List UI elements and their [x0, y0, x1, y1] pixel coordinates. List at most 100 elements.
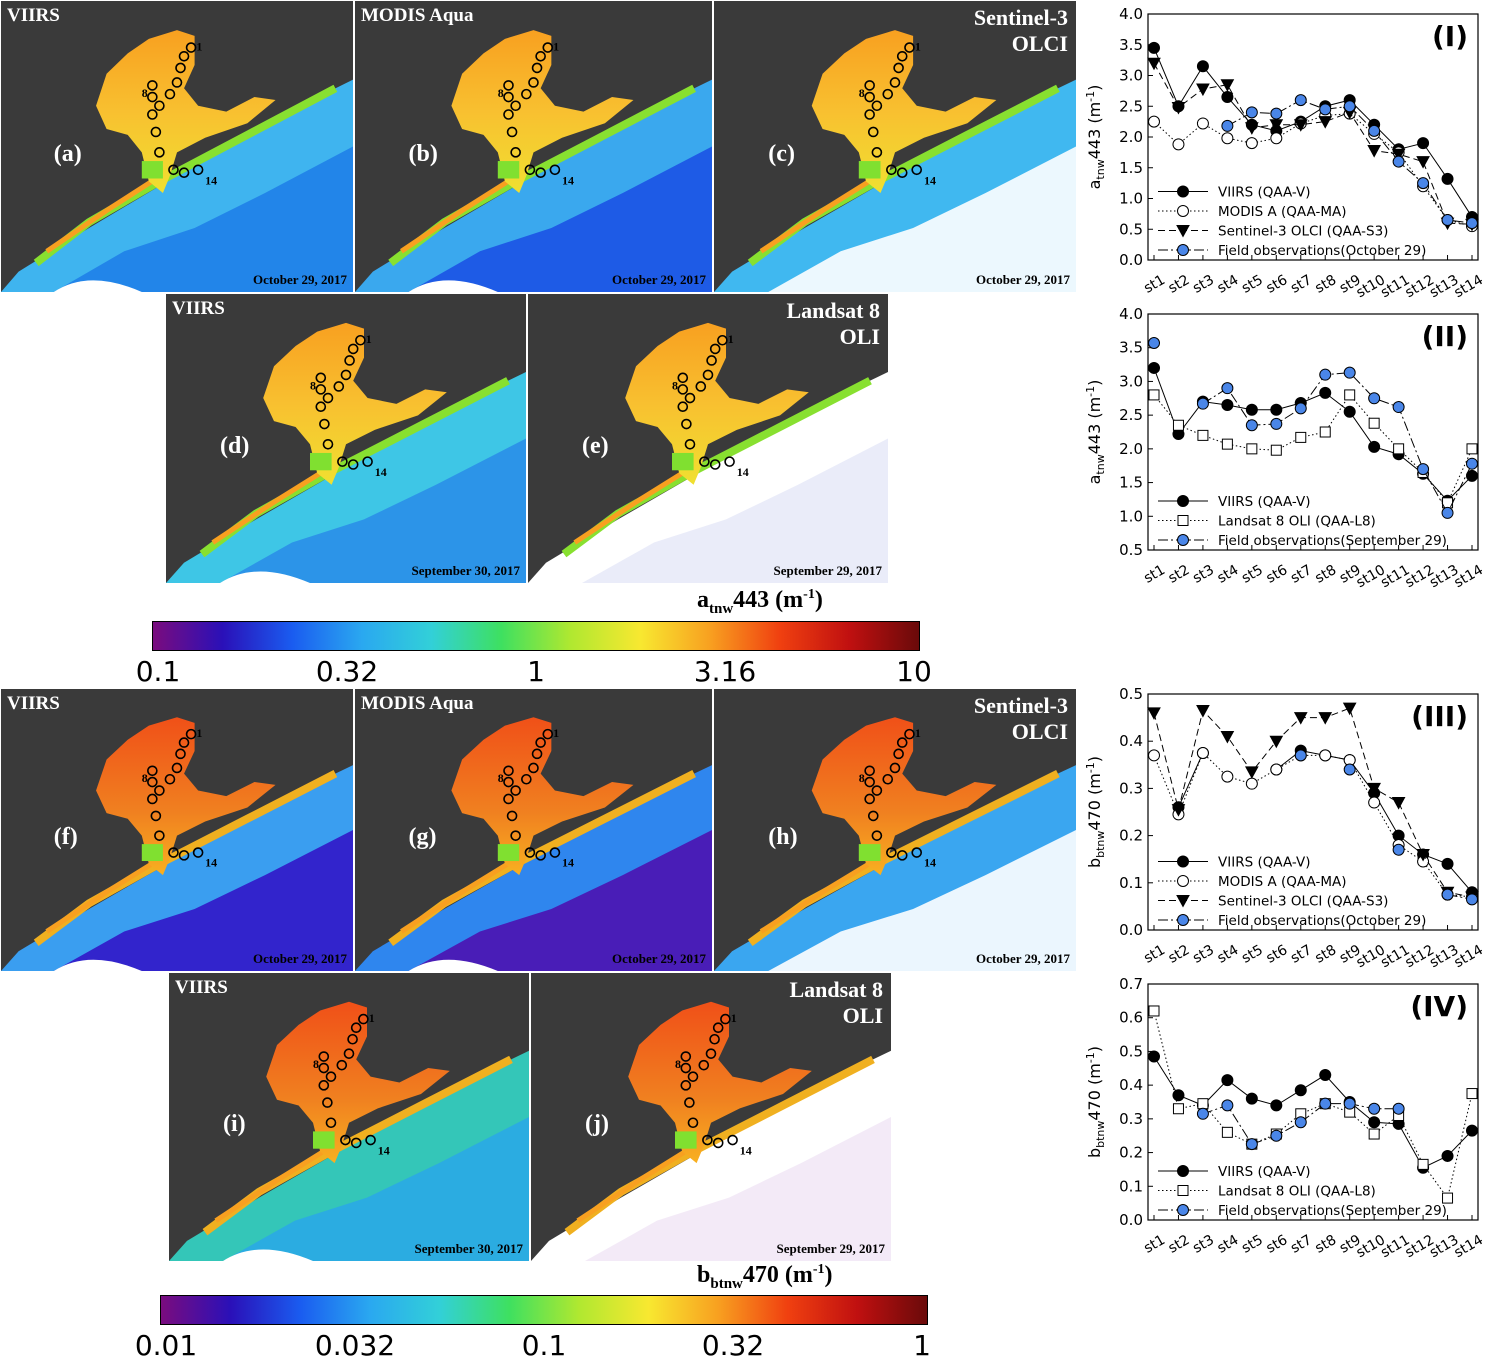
station-number-label: 14 [924, 856, 936, 870]
station-number-label: 14 [205, 856, 217, 870]
data-point [1392, 155, 1405, 168]
y-axis-label: atnw443 (m-1) [1084, 380, 1107, 485]
x-tick-label: st4 [1215, 942, 1242, 967]
station-number-label: 14 [205, 173, 217, 187]
legend-marker [1176, 225, 1190, 238]
bay-water [96, 717, 276, 876]
y-tick-label: 0.7 [1119, 975, 1143, 993]
station-marker [524, 164, 536, 176]
colorbar-atnw [152, 621, 920, 651]
station-marker [709, 1033, 720, 1045]
offshore-area [220, 438, 526, 583]
data-point [1319, 749, 1332, 762]
station-marker [681, 418, 692, 430]
station-marker [192, 164, 204, 176]
data-point [1196, 117, 1209, 130]
station-marker [150, 126, 162, 138]
map-panel-g: 1 8 14 MODIS Aqua (g) October 29, 2017 [354, 688, 713, 972]
data-point [1393, 443, 1405, 455]
y-tick-label: 2.5 [1119, 406, 1143, 424]
y-tick-label: 0.2 [1119, 1144, 1143, 1162]
legend-marker [1177, 205, 1189, 217]
map-panel-label: (e) [582, 432, 609, 459]
station-marker [164, 88, 176, 100]
data-point [1417, 463, 1430, 476]
station-marker [709, 343, 721, 355]
x-tick-label: st6 [1264, 942, 1291, 967]
data-point [1318, 116, 1333, 129]
y-tick-label: 0.3 [1119, 779, 1143, 797]
station-number-label: 14 [740, 1143, 752, 1157]
x-tick-label: st7 [1288, 272, 1315, 297]
data-point [1172, 1089, 1185, 1102]
data-point [1392, 843, 1405, 856]
y-tick-label: 1.5 [1119, 159, 1143, 177]
station-marker [893, 62, 904, 74]
station-marker [521, 88, 532, 100]
data-point [1270, 763, 1283, 776]
x-tick-label: st8 [1312, 1232, 1339, 1257]
station-marker [698, 1059, 710, 1071]
data-point [1368, 392, 1381, 405]
bay-water [628, 1001, 812, 1164]
bay-water [451, 717, 634, 876]
station-marker [680, 1062, 692, 1074]
data-point [1293, 712, 1308, 725]
y-tick-label: 0.5 [1119, 220, 1143, 238]
data-point [1344, 389, 1356, 401]
legend-entry: Sentinel-3 OLCI (QAA-S3) [1218, 894, 1388, 910]
x-tick-label: st7 [1288, 942, 1315, 967]
data-point [1221, 399, 1234, 412]
station-marker [185, 42, 197, 53]
x-tick-label: st1 [1141, 272, 1168, 297]
station-marker [864, 793, 875, 805]
data-point [1245, 137, 1258, 150]
bay-inlet [497, 161, 520, 179]
y-tick-label: 0.4 [1119, 1076, 1143, 1094]
data-point [1368, 417, 1380, 429]
x-tick-label: st14 [1451, 942, 1486, 970]
map-date: October 29, 2017 [253, 951, 347, 966]
station-marker [528, 77, 539, 88]
bay-inlet [141, 844, 163, 862]
y-tick-label: 3.5 [1119, 339, 1143, 357]
offshore-area [768, 146, 1076, 292]
offshore-area [585, 1117, 891, 1261]
data-point [1391, 797, 1406, 810]
station-marker [727, 1134, 738, 1146]
offshore-area [768, 830, 1076, 971]
station-marker [706, 355, 717, 366]
station-marker [315, 384, 327, 395]
data-point [1466, 457, 1478, 470]
station-marker [680, 1051, 692, 1062]
bay-channel [400, 850, 528, 934]
station-number-label: 8 [313, 1057, 319, 1071]
station-marker [677, 401, 689, 413]
station-marker [510, 830, 521, 841]
data-point [1343, 366, 1356, 379]
bay-channel [45, 167, 172, 254]
data-point [1368, 440, 1381, 453]
bay-water [96, 30, 276, 194]
station-marker [893, 748, 904, 760]
station-marker [340, 1134, 351, 1146]
station-number-label: 1 [553, 39, 559, 53]
x-tick-label: st5 [1239, 942, 1266, 967]
bay-water [266, 1001, 450, 1164]
data-point [1270, 132, 1283, 145]
station-marker [503, 776, 514, 788]
map-date: October 29, 2017 [612, 951, 706, 966]
x-tick-label: st3 [1190, 1232, 1217, 1257]
station-number-label: 8 [310, 378, 316, 392]
legend-entry: MODIS A (QAA-MA) [1218, 204, 1347, 220]
station-marker [319, 418, 330, 430]
station-marker [687, 1071, 699, 1082]
data-point [1245, 777, 1258, 790]
bay-channel [759, 167, 890, 254]
map-sensor-title: Sentinel-3 OLCI [973, 693, 1068, 744]
data-point [1319, 1097, 1332, 1110]
y-tick-label: 0.0 [1119, 1211, 1143, 1229]
